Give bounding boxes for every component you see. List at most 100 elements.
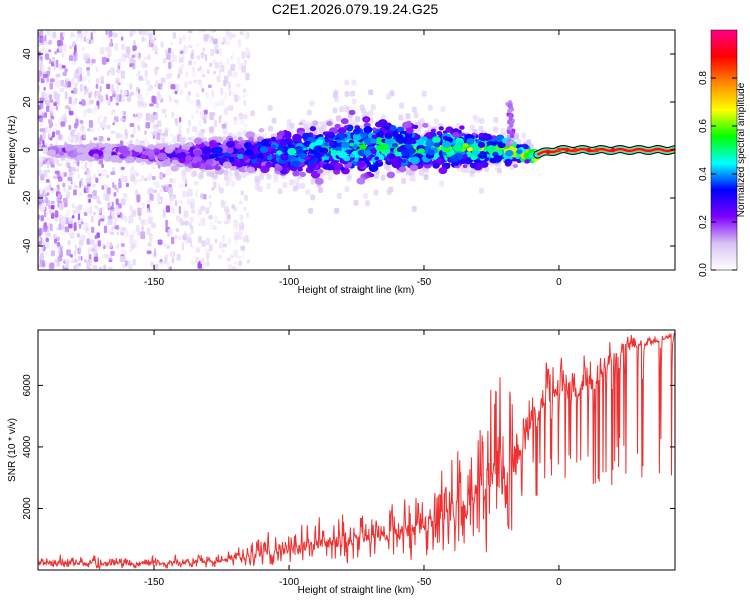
heatmap-cell (356, 177, 366, 185)
heatmap-cell (294, 178, 300, 185)
heatmap-cell (440, 106, 446, 113)
heatmap-cell (226, 147, 234, 154)
heatmap-cell (237, 265, 242, 270)
heatmap-cell (222, 161, 232, 169)
heatmap-cell (88, 267, 92, 270)
heatmap-cell (69, 45, 72, 50)
heatmap-cell (398, 114, 404, 121)
heatmap-cell (405, 113, 411, 120)
heatmap-cell (466, 151, 472, 156)
heatmap-cell (185, 155, 193, 162)
heatmap-cell (309, 126, 317, 132)
heatmap-cell (62, 31, 65, 38)
heatmap-cell (102, 169, 108, 177)
heatmap-cell (165, 205, 171, 213)
snr-y-label: SNR (10 * v/v) (7, 418, 18, 482)
x-tick-label: -50 (417, 277, 432, 288)
heatmap-cell (385, 93, 391, 100)
heatmap-cell (41, 64, 45, 73)
heatmap-cell (181, 242, 184, 251)
heatmap-cell (120, 248, 124, 253)
heatmap-cell (208, 200, 212, 208)
heatmap-cell (196, 99, 201, 106)
heatmap-cell (265, 161, 273, 168)
heatmap-cell (227, 238, 232, 246)
heatmap-cell (370, 104, 376, 111)
heatmap-cell (610, 147, 616, 153)
heatmap-cell (308, 160, 316, 166)
heatmap-cell (346, 126, 353, 132)
heatmap-cell (78, 192, 83, 197)
heatmap-cell (116, 231, 119, 236)
heatmap-cell (373, 189, 379, 196)
heatmap-cell (61, 114, 65, 123)
heatmap-cell (199, 70, 205, 74)
heatmap-cell (335, 115, 341, 122)
heatmap-cell (230, 254, 233, 259)
heatmap-cell (161, 108, 167, 114)
heatmap-cell (154, 151, 160, 156)
heatmap-cell (411, 106, 417, 113)
heatmap-cell (93, 173, 96, 180)
y-tick-label: 0 (22, 147, 33, 153)
heatmap-cell (88, 120, 94, 128)
heatmap-cell (156, 132, 161, 140)
heatmap-cell (58, 193, 61, 198)
heatmap-cell (83, 30, 89, 35)
heatmap-cell (42, 262, 46, 268)
heatmap-cell (334, 123, 341, 129)
heatmap-cell (123, 54, 127, 58)
heatmap-cell (146, 227, 151, 236)
heatmap-cell (122, 250, 128, 255)
heatmap-cell (97, 168, 100, 176)
snr-series-line (38, 332, 675, 570)
heatmap-cell (41, 250, 44, 256)
heatmap-cell (147, 189, 151, 194)
heatmap-cell (106, 124, 111, 130)
heatmap-cell (64, 201, 68, 208)
heatmap-cell (240, 235, 243, 239)
heatmap-cell (90, 108, 96, 115)
heatmap-cell (137, 88, 141, 94)
heatmap-cell (249, 154, 257, 160)
heatmap-cell (202, 194, 207, 200)
heatmap-cell (258, 174, 264, 181)
heatmap-cell (193, 149, 203, 157)
heatmap-cell (164, 257, 167, 264)
heatmap-cell (146, 80, 151, 85)
heatmap-cell (110, 38, 113, 43)
heatmap-cell (62, 182, 66, 188)
heatmap-cell (56, 241, 61, 247)
heatmap-cell (115, 102, 119, 106)
heatmap-cell (267, 104, 273, 111)
heatmap-cell (121, 263, 126, 269)
heatmap-cell (270, 158, 277, 163)
heatmap-cell (47, 169, 51, 173)
heatmap-cell (129, 205, 133, 211)
heatmap-cell (162, 173, 166, 178)
chart-title: C2E1.2026.079.19.24.G25 (271, 1, 439, 17)
heatmap-cell (242, 53, 247, 58)
heatmap-cell (197, 67, 201, 72)
heatmap-cell (45, 105, 50, 113)
heatmap-cell (70, 152, 77, 157)
heatmap-cell (110, 250, 115, 256)
heatmap-cell (39, 188, 43, 192)
heatmap-cell (262, 155, 268, 160)
heatmap-cell (103, 225, 108, 234)
heatmap-cell (187, 119, 192, 127)
heatmap-cell (351, 98, 357, 105)
heatmap-cell (481, 134, 489, 140)
heatmap-cell (121, 198, 126, 206)
heatmap-cell (140, 114, 143, 119)
heatmap-cell (118, 181, 122, 189)
heatmap-cell (179, 37, 182, 45)
heatmap-cell (224, 35, 228, 40)
heatmap-cell (242, 250, 245, 259)
heatmap-cell (77, 213, 81, 221)
heatmap-cell (168, 144, 176, 151)
heatmap-cell (342, 105, 348, 112)
heatmap-cell (96, 232, 100, 239)
heatmap-cell (58, 151, 65, 156)
heatmap-cell (277, 188, 283, 195)
